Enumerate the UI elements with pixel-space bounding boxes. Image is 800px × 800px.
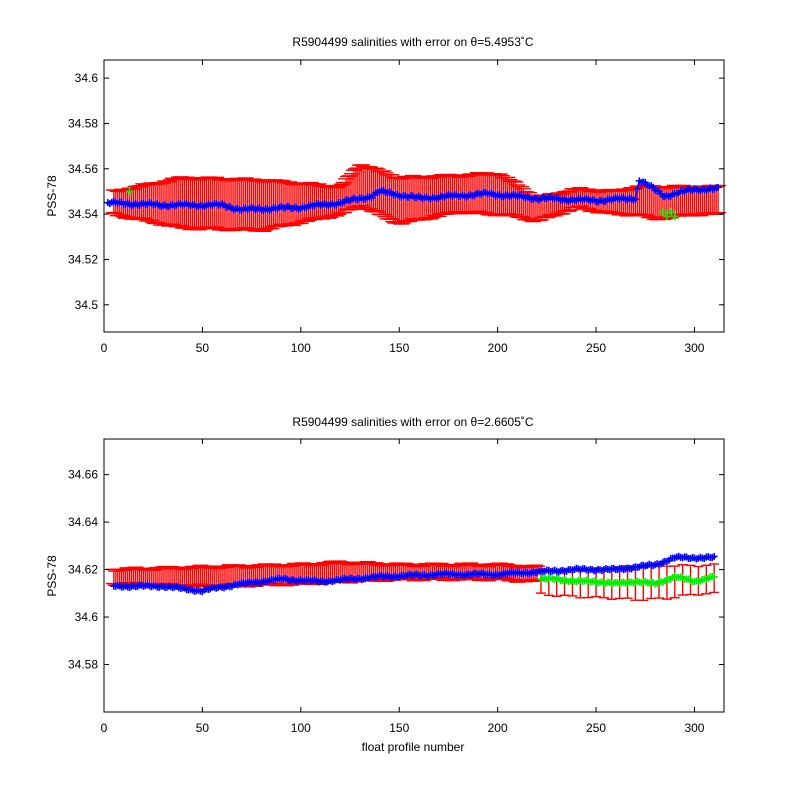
bottom-x-tick-label: 200 — [488, 721, 508, 735]
top-y-tick-label: 34.58 — [68, 116, 98, 130]
bottom-x-tick-label: 150 — [389, 721, 409, 735]
top-x-tick-label: 50 — [196, 341, 210, 355]
top-plot-marks — [104, 164, 727, 233]
top-y-axis-label: PSS-78 — [45, 175, 59, 217]
bottom-plot-marks — [105, 552, 720, 602]
bottom-x-tick-label: 250 — [586, 721, 606, 735]
top-x-tick-label: 200 — [488, 341, 508, 355]
bottom-plot-frame — [103, 438, 725, 713]
top-y-tick-label: 34.56 — [68, 162, 98, 176]
bottom-x-tick-label: 0 — [101, 721, 108, 735]
bottom-y-tick-label: 34.64 — [68, 515, 98, 529]
bottom-y-axis-label: PSS-78 — [45, 555, 59, 597]
top-plot-frame — [103, 59, 725, 333]
top-x-tick-label: 100 — [291, 341, 311, 355]
top-y-tick-label: 34.54 — [68, 207, 98, 221]
x-axis-label: float profile number — [362, 740, 465, 754]
top-x-tick-label: 250 — [586, 341, 606, 355]
bottom-chart-title: R5904499 salinities with error on θ=2.66… — [292, 415, 533, 429]
top-axis-ticks: 0 50 100 150 200 250 300 34.5 34.52 34.54 34.56 34.… — [68, 60, 724, 355]
bottom-x-tick-label: 50 — [196, 721, 210, 735]
top-y-tick-label: 34.6 — [75, 71, 99, 85]
top-panel: R5904499 salinities with error on θ=5.49… — [45, 35, 727, 355]
bottom-y-tick-label: 34.58 — [68, 658, 98, 672]
bottom-y-tick-label: 34.66 — [68, 468, 98, 482]
bottom-x-tick-label: 100 — [291, 721, 311, 735]
bottom-x-tick-label: 300 — [684, 721, 704, 735]
top-x-tick-label: 150 — [389, 341, 409, 355]
bottom-axis-ticks: 0 50 100 150 200 250 300 34.58 34.6 34.62 34.64 34.… — [68, 439, 724, 735]
bottom-y-tick-label: 34.6 — [75, 610, 99, 624]
top-x-tick-label: 0 — [101, 341, 108, 355]
top-x-tick-label: 300 — [684, 341, 704, 355]
top-y-tick-label: 34.5 — [75, 298, 99, 312]
bottom-panel: R5904499 salinities with error on θ=2.66… — [45, 415, 725, 754]
bottom-y-tick-label: 34.62 — [68, 563, 98, 577]
top-chart-title: R5904499 salinities with error on θ=5.49… — [292, 35, 533, 49]
top-y-tick-label: 34.52 — [68, 252, 98, 266]
